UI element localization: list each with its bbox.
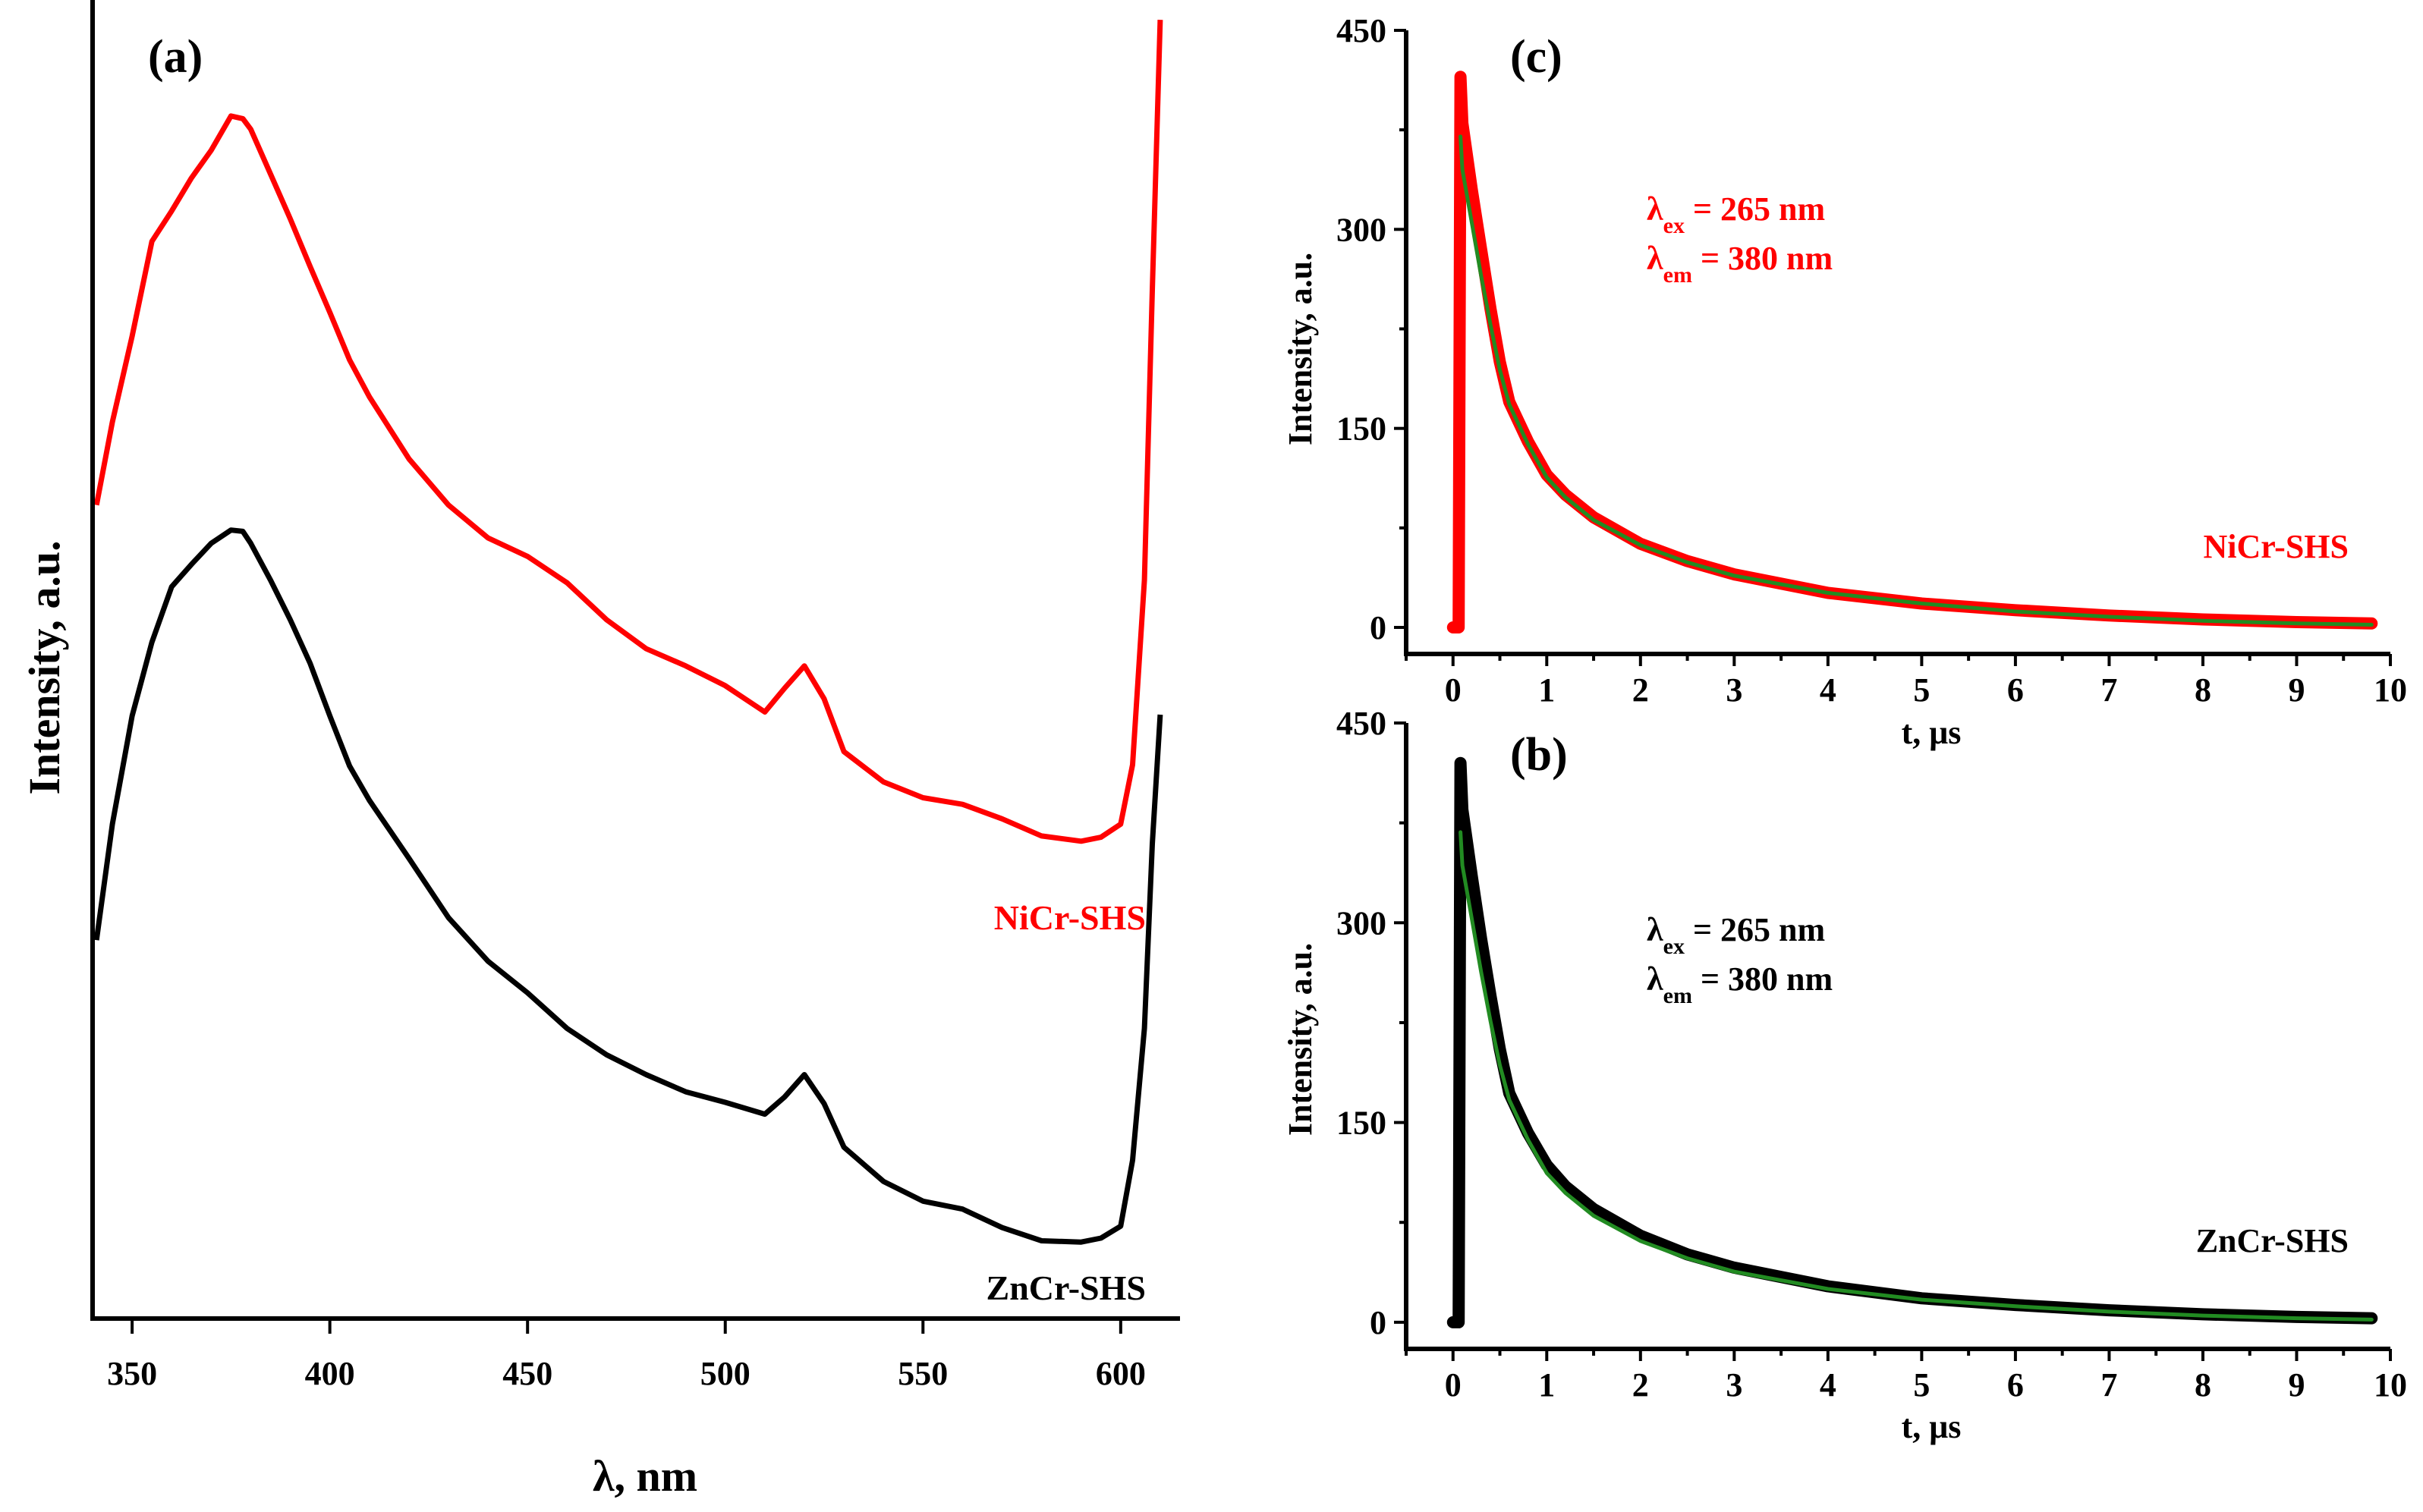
panel-b-ex-symbol: λ	[1647, 911, 1663, 948]
panel-a-y-title: Intensity, a.u.	[20, 540, 69, 794]
b-x-tick-label: 8	[2195, 1366, 2211, 1404]
b-y-tick-label: 450	[1336, 705, 1386, 742]
c-x-tick-label: 3	[1726, 671, 1742, 709]
panel-a-x-tick-label: 350	[107, 1355, 157, 1392]
b-series-fit	[1459, 830, 2374, 1322]
b-x-tick-label: 4	[1820, 1366, 1836, 1404]
panel-b-label: (b)	[1510, 729, 1568, 781]
panel-b-emission-annotation: λem = 380 nm	[1647, 960, 1833, 1008]
panel-b-series-label: ZnCr-SHS	[2196, 1222, 2349, 1259]
panel-c-series-label: NiCr-SHS	[2204, 528, 2349, 565]
panel-a-nicr-label: NiCr-SHS	[994, 898, 1146, 937]
b-x-tick-label: 0	[1445, 1366, 1462, 1404]
panel-b-ex-sub: ex	[1663, 934, 1685, 959]
panel-c-emission-annotation: λem = 380 nm	[1647, 240, 1833, 288]
panel-c-ex-symbol: λ	[1647, 190, 1663, 228]
b-x-tick-label: 9	[2288, 1366, 2305, 1404]
c-x-tick-label: 2	[1632, 671, 1649, 709]
c-x-tick-label: 1	[1538, 671, 1555, 709]
panel-a-series-nicr-shs	[93, 19, 1163, 844]
panel-a-zncr-label: ZnCr-SHS	[987, 1268, 1146, 1307]
b-x-tick-label: 6	[2007, 1366, 2024, 1404]
panel-b: 0 1 2 3 4 5 6 7 8 9 10 0 150 300 450 (b) t, μs Intensi…	[1282, 705, 2407, 1445]
b-x-tick-label: 1	[1538, 1366, 1555, 1404]
panel-a-label: (a)	[148, 31, 203, 83]
panel-a-x-tick-label: 550	[898, 1355, 948, 1392]
b-x-tick-label: 3	[1726, 1366, 1742, 1404]
b-x-tick-label: 7	[2100, 1366, 2117, 1404]
c-x-tick-label: 9	[2288, 671, 2305, 709]
c-x-tick-label: 6	[2007, 671, 2024, 709]
panel-a-x-tick-label: 450	[502, 1355, 552, 1392]
c-x-tick-label: 8	[2195, 671, 2211, 709]
panel-b-ex-value: = 265 nm	[1685, 911, 1825, 948]
c-y-tick-label: 0	[1370, 609, 1386, 646]
b-y-tick-label: 0	[1370, 1304, 1386, 1341]
panel-c-label: (c)	[1510, 31, 1562, 83]
b-y-tick-label: 150	[1336, 1105, 1386, 1142]
panel-c-em-value: = 380 nm	[1692, 240, 1833, 277]
c-x-tick-label: 10	[2374, 671, 2407, 709]
panel-a: 350 400 450 500 550 600 (a) λ, nm Intensity, …	[20, 0, 1180, 1501]
c-x-tick-label: 0	[1445, 671, 1462, 709]
panel-c-ex-value: = 265 nm	[1685, 190, 1825, 228]
panel-b-x-title: t, μs	[1902, 1408, 1962, 1445]
panel-c-y-title: Intensity, a.u.	[1282, 253, 1319, 445]
panel-c-x-title: t, μs	[1902, 714, 1962, 751]
panel-b-ticks: 0 1 2 3 4 5 6 7 8 9 10 0 150 300 450	[1336, 705, 2407, 1404]
b-x-tick-label: 2	[1632, 1366, 1649, 1404]
panel-c-ex-sub: ex	[1663, 213, 1685, 238]
panel-b-y-title: Intensity, a.u.	[1282, 943, 1319, 1136]
b-x-tick-label: 10	[2374, 1366, 2407, 1404]
panel-c-curves	[1446, 71, 2378, 633]
c-y-tick-label: 300	[1336, 211, 1386, 248]
c-x-tick-label: 4	[1820, 671, 1836, 709]
c-x-tick-label: 7	[2100, 671, 2117, 709]
panel-b-em-symbol: λ	[1647, 960, 1663, 998]
b-x-tick-label: 5	[1913, 1366, 1930, 1404]
c-y-tick-label: 150	[1336, 410, 1386, 448]
panel-b-em-value: = 380 nm	[1692, 960, 1833, 998]
panel-a-x-tick-label: 400	[305, 1355, 355, 1392]
c-series-fit	[1459, 134, 2374, 627]
panel-b-em-sub: em	[1663, 983, 1692, 1008]
panel-c-em-sub: em	[1663, 262, 1692, 288]
panel-a-x-ticks: 350 400 450 500 550 600	[107, 1319, 1146, 1392]
panel-b-curves	[1446, 756, 2378, 1328]
c-x-tick-label: 5	[1913, 671, 1930, 709]
panel-a-x-tick-label: 500	[700, 1355, 751, 1392]
c-y-tick-label: 450	[1336, 12, 1386, 49]
panel-b-excitation-annotation: λex = 265 nm	[1647, 911, 1825, 959]
panel-a-curves	[93, 19, 1163, 1245]
panel-c: 0 1 2 3 4 5 6 7 8 9 10 0 150 300 450 (c) t, μs Intensi…	[1282, 12, 2407, 751]
panel-a-series-zncr-shs	[93, 527, 1163, 1245]
panel-c-ticks: 0 1 2 3 4 5 6 7 8 9 10 0 150 300 450	[1336, 12, 2407, 709]
panel-a-x-title: λ, nm	[593, 1451, 697, 1501]
panel-a-x-tick-label: 600	[1096, 1355, 1146, 1392]
panel-c-excitation-annotation: λex = 265 nm	[1647, 190, 1825, 238]
panel-c-em-symbol: λ	[1647, 240, 1663, 277]
b-y-tick-label: 300	[1336, 904, 1386, 941]
